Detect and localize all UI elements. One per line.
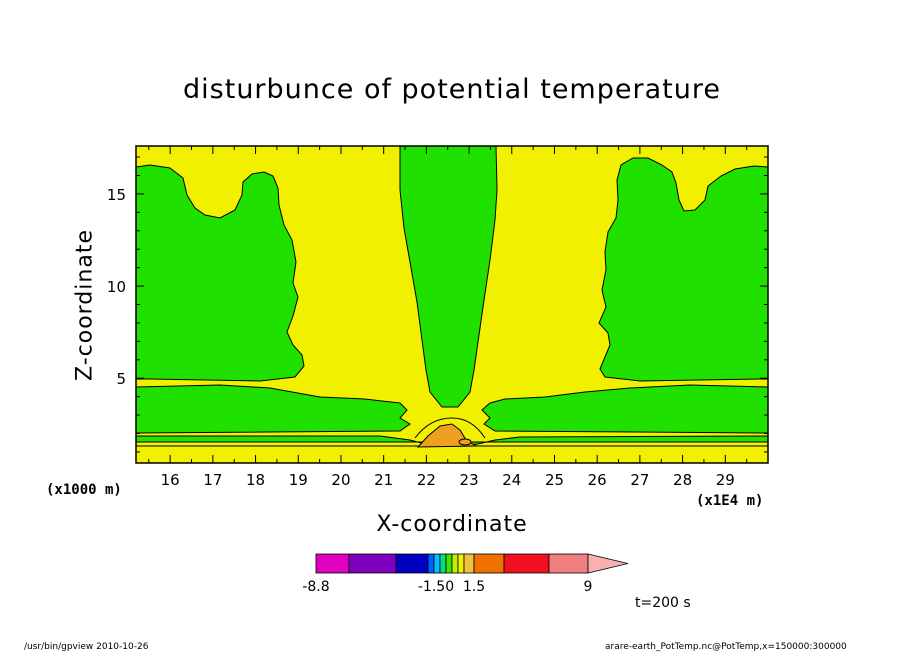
colorbar: -8.8 -1.50 1.5 9 [302, 553, 629, 595]
colorbar-segment [315, 553, 350, 574]
x-tick-label: 19 [289, 471, 308, 489]
y-axis: 5 10 15 [107, 156, 768, 453]
x-tick-label: 23 [460, 471, 479, 489]
center-green-column [399, 146, 498, 408]
y-tick-label: 15 [107, 186, 126, 204]
right-green-region [598, 157, 768, 382]
x-tick-label: 20 [331, 471, 350, 489]
colorbar-segment [548, 553, 589, 574]
time-label: t=200 s [635, 595, 691, 611]
x-tick-label: 27 [630, 471, 649, 489]
right-lower-green-band [481, 384, 768, 434]
x-tick-label: 18 [246, 471, 265, 489]
colorbar-segment [503, 553, 550, 574]
x-tick-label: 28 [673, 471, 692, 489]
y-tick-label: 10 [107, 278, 126, 296]
colorbar-label: 9 [584, 579, 593, 595]
bottom-green-band [136, 435, 768, 447]
colorbar-segment [473, 553, 505, 574]
left-green-region [136, 164, 305, 382]
colorbar-segment [587, 553, 629, 574]
x-tick-label: 17 [203, 471, 222, 489]
colorbar-segment [451, 553, 459, 574]
x-axis: 16 17 18 19 20 21 22 23 24 25 26 27 28 29 [148, 146, 769, 489]
x-tick-label: 25 [545, 471, 564, 489]
y-unit-label: (x1000 m) [46, 482, 122, 498]
colorbar-label: 1.5 [463, 579, 485, 595]
colorbar-segment [457, 553, 465, 574]
colorbar-segment [439, 553, 447, 574]
x-tick-label: 29 [716, 471, 735, 489]
contour-fill [136, 146, 768, 463]
x-tick-label: 26 [588, 471, 607, 489]
x-tick-label: 16 [161, 471, 180, 489]
colorbar-segment [348, 553, 397, 574]
colorbar-label: -1.50 [418, 579, 454, 595]
x-axis-label: X-coordinate [376, 512, 528, 537]
colorbar-segment [463, 553, 475, 574]
colorbar-segment [395, 553, 429, 574]
chart-title: disturbunce of potential temperature [183, 74, 721, 105]
colorbar-label: -8.8 [302, 579, 329, 595]
left-lower-green-band [136, 384, 411, 434]
y-axis-label: Z-coordinate [72, 229, 98, 381]
x-unit-label: (x1E4 m) [696, 493, 764, 509]
footer-right: arare-earth_PotTemp.nc@PotTemp,x=150000:… [605, 642, 847, 652]
y-tick-label: 5 [116, 370, 126, 388]
colorbar-segment [445, 553, 453, 574]
footer-left: /usr/bin/gpview 2010-10-26 [24, 642, 149, 652]
x-tick-label: 24 [502, 471, 521, 489]
x-tick-label: 21 [374, 471, 393, 489]
colorbar-segment [427, 553, 435, 574]
x-tick-label: 22 [417, 471, 436, 489]
colorbar-segment [433, 553, 441, 574]
